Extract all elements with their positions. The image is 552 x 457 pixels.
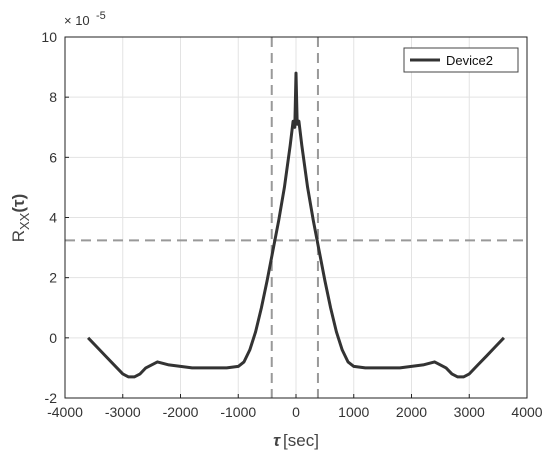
y-axis-label: RXX(τ) [9, 194, 32, 243]
series-line [87, 71, 505, 379]
x-tick-label: -2000 [163, 404, 199, 420]
x-tick-label: 3000 [454, 404, 485, 420]
y-label-main: R [9, 230, 28, 242]
x-tick-label: -1000 [220, 404, 256, 420]
x-tick-labels: -4000 -3000 -2000 -1000 0 1000 2000 3000 4000 [47, 404, 543, 420]
y-label-arg: (τ) [9, 194, 28, 213]
y-tick-label: 10 [41, 29, 57, 45]
x-tick-label: 2000 [396, 404, 427, 420]
y-tick-label: 2 [49, 270, 57, 286]
x-tick-label: -3000 [105, 404, 141, 420]
y-tick-label: 0 [49, 330, 57, 346]
y-tick-labels: -2 0 2 4 6 8 10 [41, 29, 57, 406]
svg-text:RXX(τ): RXX(τ) [9, 194, 32, 243]
y-label-sub: XX [17, 212, 32, 230]
x-tick-label: 4000 [511, 404, 542, 420]
y-exponent: -5 [96, 10, 106, 22]
y-tick-label: 6 [49, 149, 57, 165]
x-tick-label: -4000 [47, 404, 83, 420]
legend: Device2 [403, 47, 519, 73]
x-tick-label: 1000 [338, 404, 369, 420]
x-label-unit: [sec] [283, 431, 319, 450]
x-tick-label: 0 [292, 404, 300, 420]
y-tick-label: 4 [49, 210, 57, 226]
plot-frame [64, 36, 528, 399]
y-tick-label: 8 [49, 89, 57, 105]
y-exponent-base: × 10 [64, 13, 90, 28]
x-axis-label: τ [sec] [273, 431, 319, 450]
reference-lines [65, 37, 527, 398]
x-label-symbol: τ [273, 431, 281, 450]
series-layer [87, 71, 505, 379]
y-tick-label: -2 [45, 390, 58, 406]
legend-label: Device2 [446, 53, 493, 68]
